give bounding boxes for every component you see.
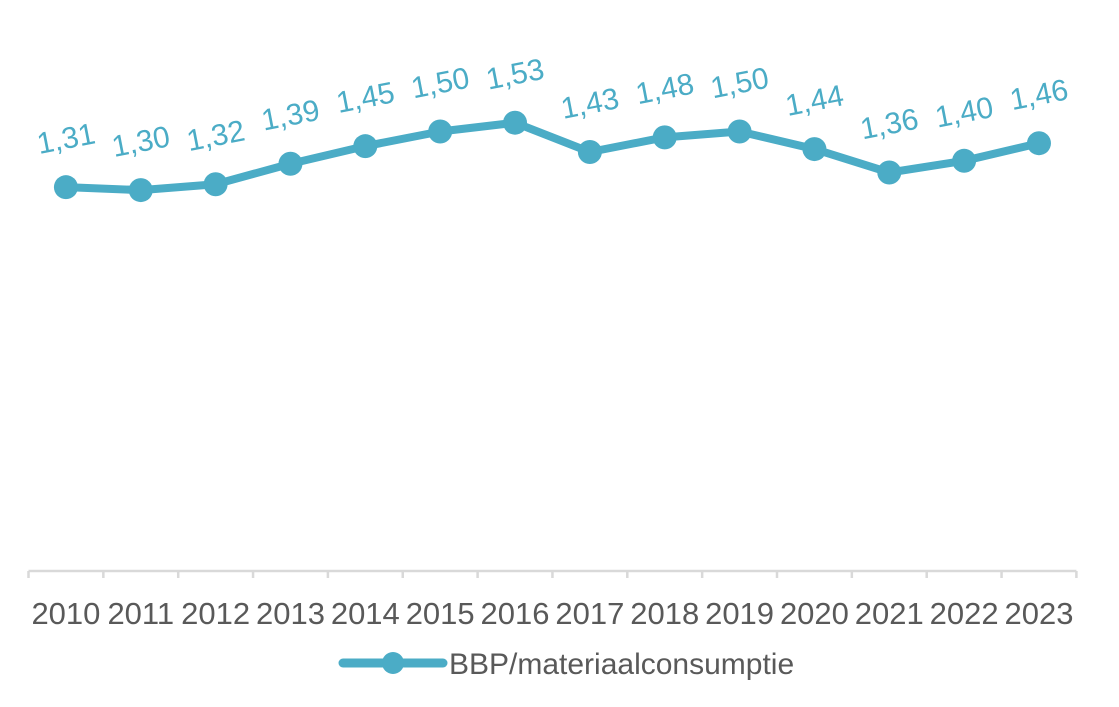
data-label: 1,53 — [483, 53, 547, 97]
data-point-marker — [428, 119, 453, 144]
data-label: 1,46 — [1007, 73, 1071, 117]
data-point-marker — [1026, 131, 1051, 156]
x-axis-label: 2021 — [855, 596, 924, 631]
data-point-marker — [503, 110, 528, 135]
x-axis-label: 2011 — [107, 596, 174, 631]
x-axis-label: 2018 — [630, 596, 699, 631]
data-point-marker — [53, 175, 78, 200]
x-axis-label: 2017 — [555, 596, 624, 631]
data-point-marker — [802, 137, 827, 162]
x-axis-label: 2023 — [1004, 596, 1073, 631]
data-label: 1,30 — [109, 120, 173, 164]
data-point-marker — [652, 125, 677, 150]
data-label: 1,31 — [34, 117, 98, 161]
data-label: 1,32 — [184, 114, 248, 158]
data-label: 1,39 — [259, 94, 323, 138]
legend: BBP/materiaalconsumptie — [338, 648, 794, 681]
data-point-marker — [278, 151, 303, 176]
data-label: 1,50 — [708, 62, 772, 106]
x-axis-label: 2014 — [331, 596, 400, 631]
x-axis-label: 2012 — [181, 596, 250, 631]
x-axis-label: 2013 — [256, 596, 325, 631]
x-axis-label: 2019 — [705, 596, 774, 631]
data-point-marker — [353, 134, 378, 159]
x-axis-label: 2015 — [406, 596, 475, 631]
data-point-marker — [877, 160, 902, 185]
x-axis-label: 2022 — [930, 596, 999, 631]
data-label: 1,50 — [409, 62, 473, 106]
series-line — [61, 118, 1043, 195]
data-label: 1,45 — [334, 76, 398, 120]
data-point-marker — [727, 119, 752, 144]
data-label: 1,44 — [783, 79, 847, 123]
data-label: 1,43 — [558, 82, 622, 126]
x-axis-label: 2020 — [780, 596, 849, 631]
data-label: 1,36 — [858, 103, 922, 147]
data-label: 1,40 — [933, 91, 997, 135]
data-point-marker — [577, 140, 602, 165]
legend-label: BBP/materiaalconsumptie — [449, 648, 794, 681]
x-axis-label: 2016 — [481, 596, 550, 631]
data-label: 1,48 — [633, 68, 697, 112]
legend-point-swatch — [382, 652, 404, 674]
data-point-marker — [952, 148, 977, 173]
x-axis-label: 2010 — [31, 596, 100, 631]
plot-area: 2010 2011 2012 2013 2014 2015 2016 2017 2018 2019… — [27, 53, 1078, 631]
data-point-marker — [128, 178, 153, 203]
data-point-marker — [203, 172, 228, 197]
